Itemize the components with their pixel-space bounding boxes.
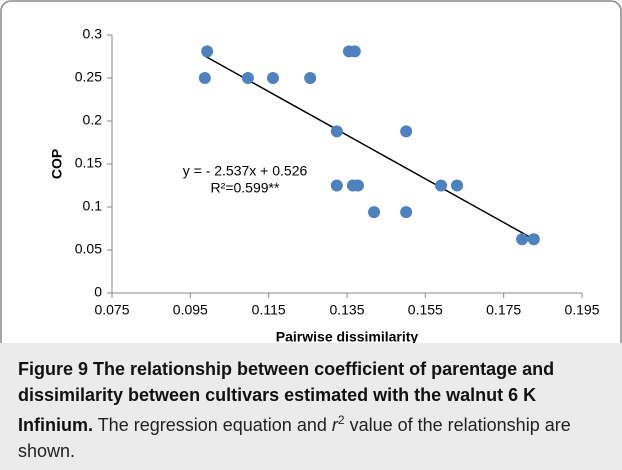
point (435, 179, 447, 192)
point (351, 179, 364, 192)
x-tick-label: 0.115 (252, 302, 286, 318)
equation: y = - 2.537x + 0.526 (183, 163, 308, 179)
point (266, 72, 279, 84)
point (400, 206, 413, 219)
r-squared: R²=0.599** (211, 180, 280, 196)
point (527, 233, 540, 246)
point (451, 179, 464, 192)
point (368, 206, 381, 219)
point (330, 179, 343, 192)
point (241, 72, 254, 84)
point (201, 45, 214, 58)
y-tick-label: 0.15 (75, 155, 102, 171)
point (304, 72, 317, 84)
point (516, 233, 529, 246)
point (198, 72, 211, 84)
y-tick-label: 0.3 (83, 26, 103, 42)
caption: Figure 9 The relationship between coeffi… (0, 343, 622, 470)
chart: Pairwise dissimilarity COP y = - 2.537x … (0, 0, 622, 343)
point (400, 125, 413, 138)
caption-title: The relationship between coefficient of … (18, 359, 555, 435)
y-tick-label: 0.1 (83, 198, 103, 214)
frame (0, 0, 622, 343)
y-tick-label: 0.25 (75, 69, 102, 85)
caption-text: value of the relationship are shown. (18, 415, 571, 461)
point (330, 125, 343, 138)
caption-text: The regression equation and (97, 415, 327, 435)
x-tick-label: 0.075 (94, 302, 129, 318)
x-tick-label: 0.095 (173, 302, 208, 318)
y-tick-label: 0.2 (83, 112, 103, 128)
point (348, 45, 361, 58)
x-tick-label: 0.195 (564, 302, 599, 318)
y-tick-label: 0 (94, 284, 102, 300)
caption-label: Figure 9 (18, 359, 89, 379)
x-tick-label: 0.155 (408, 302, 443, 318)
x-tick-label: 0.175 (486, 302, 521, 318)
trend-line (204, 55, 535, 240)
x-tick-label: 0.135 (329, 302, 364, 318)
x-axis-title: Pairwise dissimilarity (276, 329, 419, 343)
y-tick-label: 0.05 (75, 241, 102, 257)
caption-italic: r (331, 415, 338, 435)
y-axis-title: COP (49, 149, 65, 179)
caption-sup: 2 (337, 413, 345, 427)
